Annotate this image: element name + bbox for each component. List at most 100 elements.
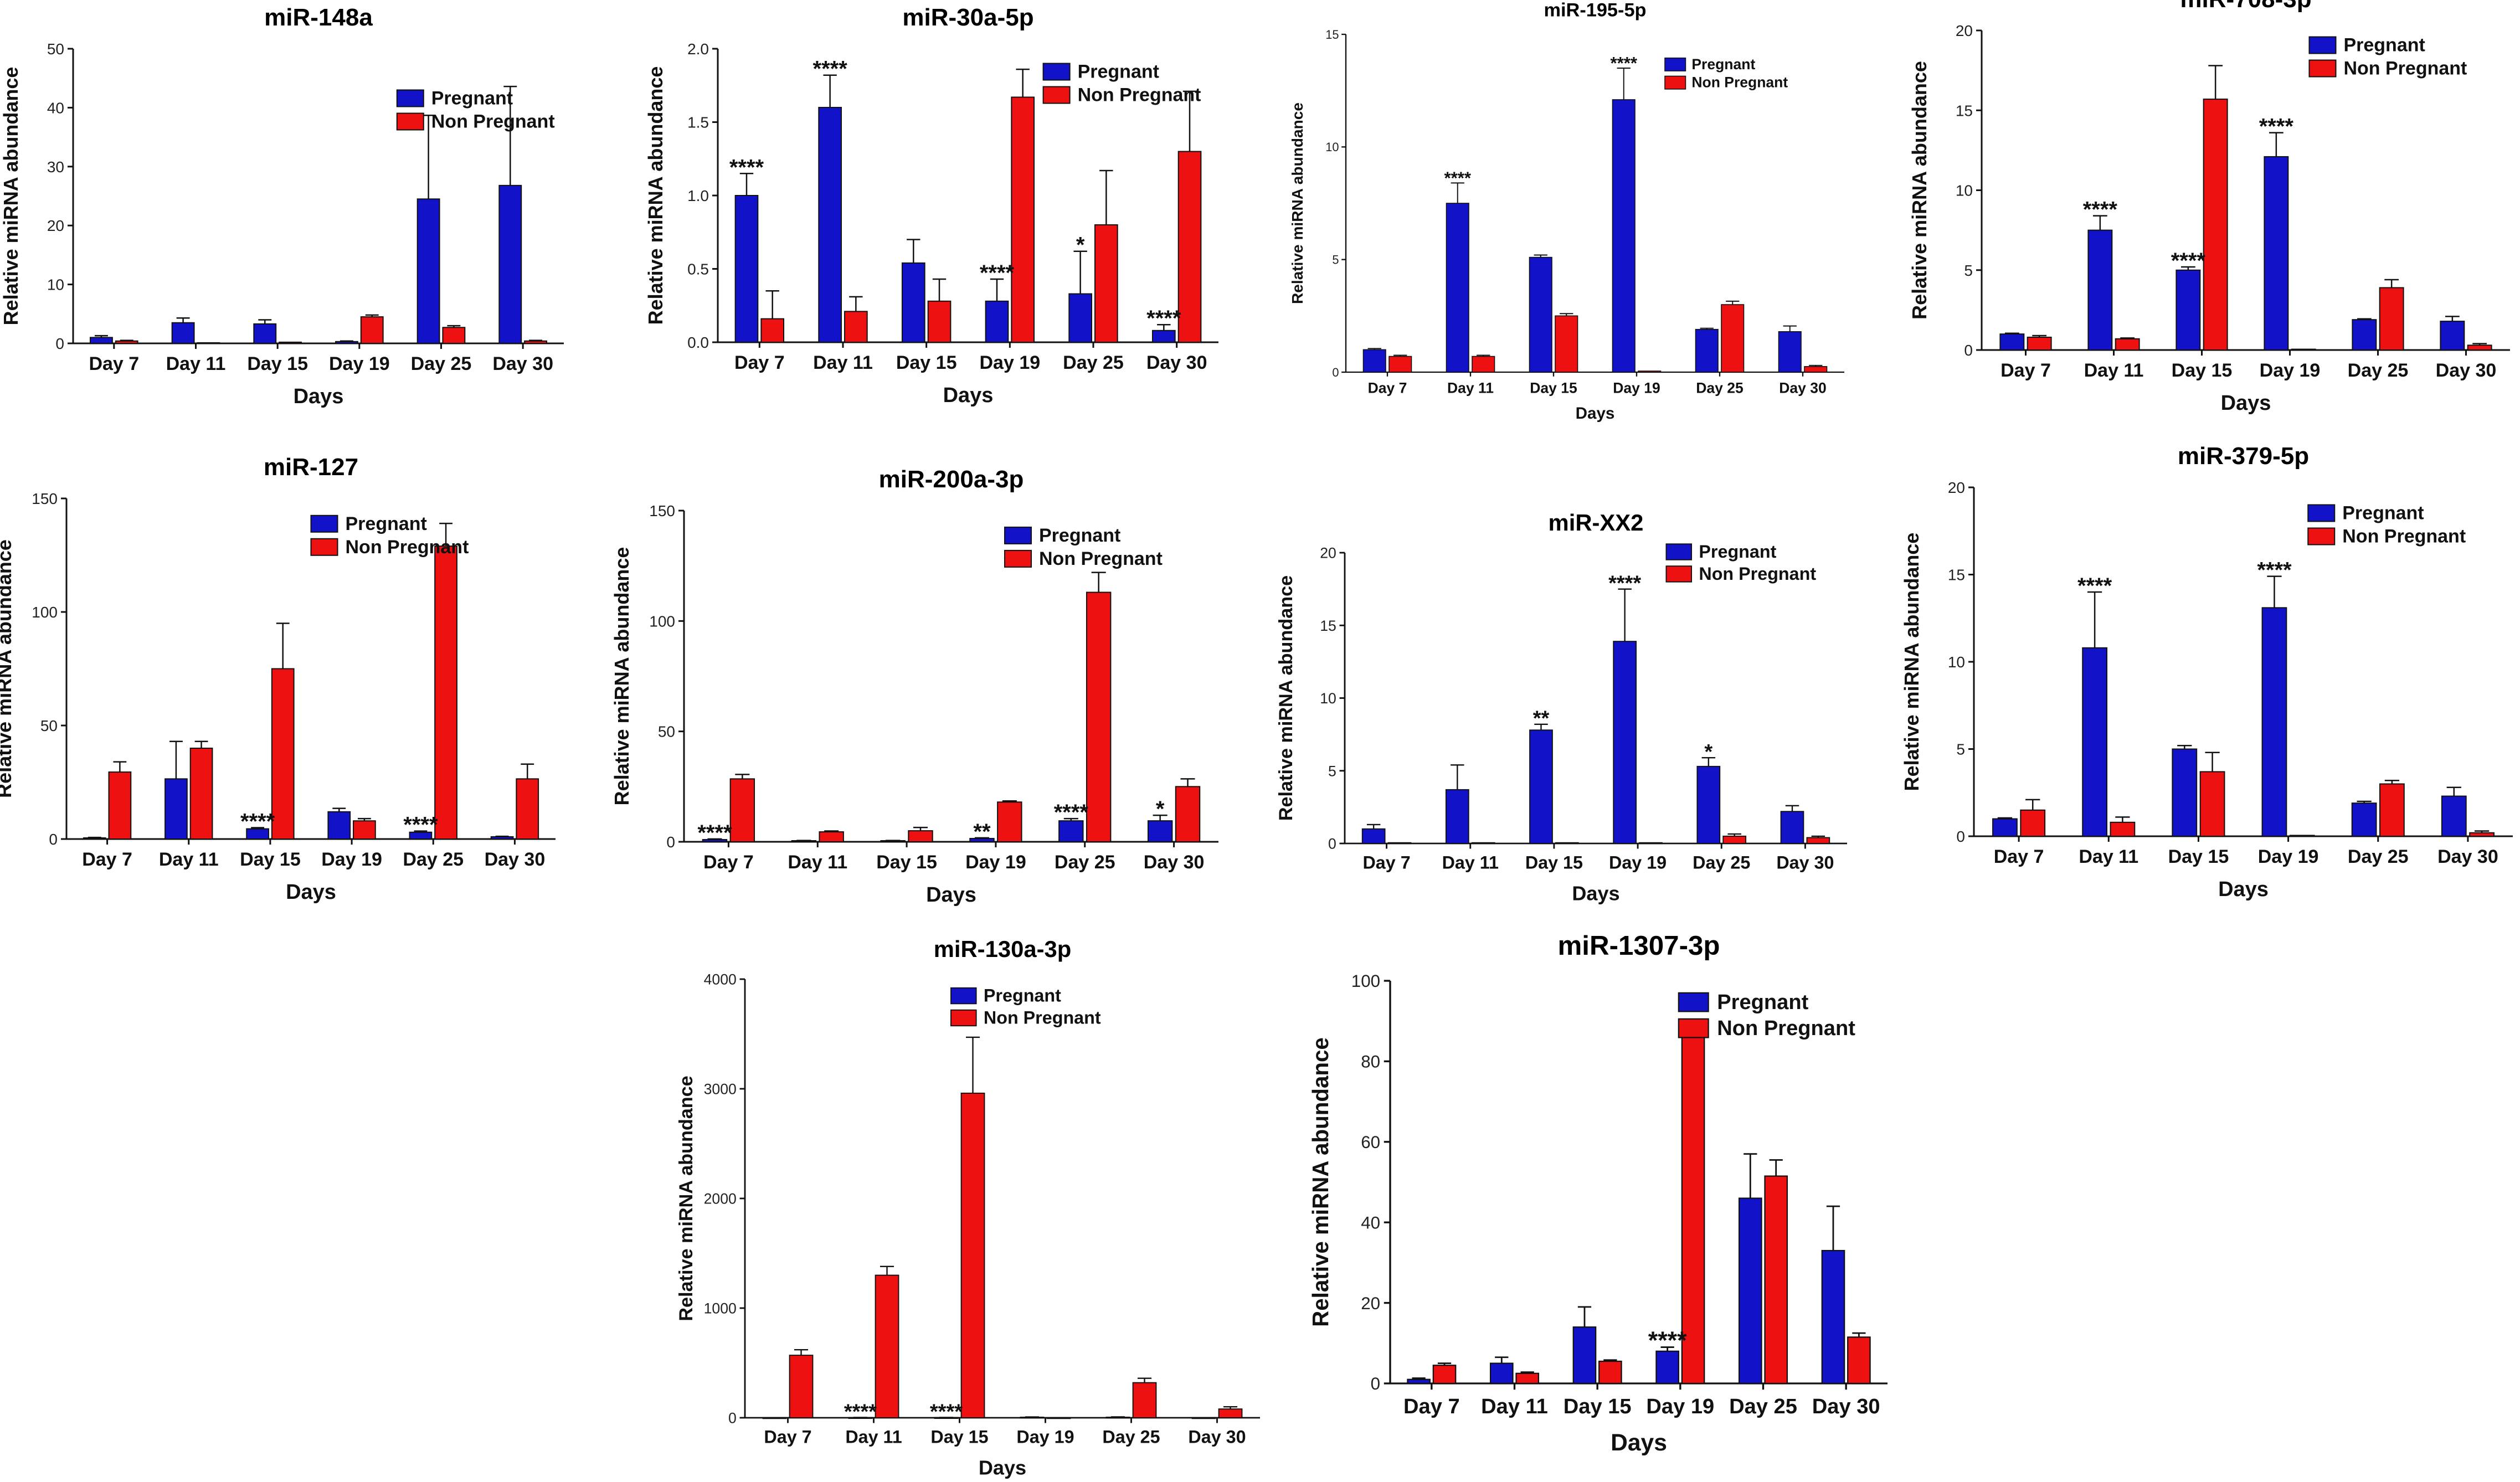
bar-pregnant: [2176, 269, 2201, 351]
bar-non-pregnant: [875, 1274, 899, 1418]
bar-pregnant: [1191, 1417, 1216, 1419]
x-tick-label: Day 30: [1779, 379, 1827, 396]
bar-non-pregnant: [729, 778, 755, 843]
x-tick-label: Day 19: [965, 852, 1026, 873]
bar-non-pregnant: [760, 318, 785, 343]
bar-non-pregnant: [2291, 348, 2316, 351]
x-tick-label: Day 7: [1362, 853, 1410, 873]
chart-title: miR-127: [264, 454, 358, 481]
y-tick-label: 20: [1361, 1294, 1380, 1313]
chart-title: miR-30a-5p: [902, 4, 1033, 31]
significance-marker: **: [1533, 707, 1550, 730]
y-tick-label: 40: [47, 99, 64, 116]
legend-label-non-pregnant: Non Pregnant: [1039, 548, 1163, 569]
bar-non-pregnant: [2020, 809, 2046, 837]
x-axis-label: Days: [979, 1457, 1026, 1479]
significance-marker: ****: [2083, 198, 2118, 222]
bar-non-pregnant: [2110, 821, 2136, 837]
x-tick-label: Day 11: [166, 353, 226, 374]
bar-pregnant: [1068, 293, 1092, 343]
bar-pregnant: [818, 107, 842, 343]
bar-non-pregnant: [1046, 1417, 1071, 1419]
legend-label-pregnant: Pregnant: [2343, 35, 2425, 56]
bar-pregnant: [1992, 818, 2018, 837]
bar-pregnant: [490, 836, 514, 840]
significance-marker: ****: [1648, 1326, 1687, 1354]
x-tick-label: Day 7: [2000, 360, 2051, 381]
y-tick-label: 20: [1948, 479, 1965, 496]
chart-panel: miR-200a-3p 0 50 100 150 Relative miRNA abund…: [610, 466, 1218, 907]
legend-label-pregnant: Pregnant: [1691, 56, 1755, 73]
y-axis-label: Relative miRNA abundance: [0, 67, 22, 326]
legend-swatch-pregnant: [1664, 57, 1686, 71]
y-tick-label: 10: [47, 276, 64, 294]
bar-non-pregnant: [1847, 1336, 1871, 1385]
bar-non-pregnant: [927, 300, 952, 343]
x-axis-label: Days: [1611, 1429, 1667, 1456]
bar-pregnant: [1362, 349, 1386, 373]
bar-pregnant: [2264, 156, 2289, 351]
y-tick-label: 5: [1332, 253, 1339, 266]
bar-pregnant: [2351, 802, 2377, 837]
x-tick-label: Day 19: [329, 353, 390, 374]
x-axis-label: Days: [943, 384, 994, 407]
chart-title: miR-130a-3p: [934, 936, 1072, 962]
x-tick-label: Day 7: [82, 849, 132, 870]
chart-panel: miR-148a 0 10 20 30 40 50 Relative miRNA abunda…: [0, 4, 564, 408]
y-tick-label: 0: [1371, 1374, 1380, 1393]
bar-non-pregnant: [819, 831, 844, 843]
x-tick-label: Day 19: [980, 352, 1041, 373]
y-tick-label: 0.0: [687, 334, 709, 351]
significance-marker: ****: [844, 1400, 877, 1423]
x-tick-label: Day 25: [2348, 846, 2409, 867]
x-axis-label: Days: [2221, 392, 2271, 415]
bar-pregnant: [2082, 647, 2108, 837]
x-axis-label: Days: [294, 385, 344, 408]
bar-pregnant: [1613, 641, 1637, 844]
x-tick-label: Day 25: [1693, 853, 1750, 873]
bar-pregnant: [1738, 1197, 1762, 1385]
legend-label-non-pregnant: Non Pregnant: [346, 537, 469, 558]
bar-pregnant: [164, 778, 188, 840]
y-tick-label: 10: [1320, 690, 1336, 707]
bar-non-pregnant: [1764, 1175, 1788, 1385]
x-tick-label: Day 30: [2437, 846, 2498, 867]
significance-marker: *: [1704, 740, 1712, 764]
bar-non-pregnant: [960, 1092, 985, 1418]
bar-non-pregnant: [1387, 842, 1412, 845]
legend-label-non-pregnant: Non Pregnant: [2342, 526, 2466, 547]
y-axis-label: Relative miRNA abundance: [676, 1076, 697, 1321]
bar-pregnant: [1695, 328, 1719, 373]
x-tick-label: Day 19: [1613, 379, 1660, 396]
x-tick-label: Day 25: [403, 849, 464, 870]
x-tick-label: Day 11: [845, 1427, 902, 1447]
bar-non-pregnant: [1639, 842, 1663, 845]
significance-marker: ****: [729, 155, 764, 179]
legend-swatch-non-pregnant: [396, 112, 424, 131]
y-tick-label: 50: [40, 717, 58, 734]
bar-non-pregnant: [1472, 356, 1495, 373]
bar-non-pregnant: [271, 668, 295, 840]
bar-non-pregnant: [908, 830, 933, 842]
x-tick-label: Day 11: [159, 849, 219, 870]
y-tick-label: 100: [1351, 971, 1380, 991]
legend-swatch-pregnant: [1042, 63, 1071, 81]
bar-non-pregnant: [1388, 356, 1412, 373]
chart-panel: miR-30a-5p 0.0 0.5 1.0 1.5 2.0 Relative miRNA …: [644, 4, 1218, 407]
x-tick-label: Day 15: [930, 1427, 988, 1447]
x-tick-label: Day 19: [2258, 846, 2319, 867]
significance-marker: ****: [813, 57, 848, 81]
y-tick-label: 100: [649, 613, 675, 630]
x-tick-label: Day 30: [1776, 853, 1834, 873]
bar-non-pregnant: [1804, 366, 1828, 373]
bar-non-pregnant: [1471, 842, 1495, 845]
bar-non-pregnant: [115, 340, 138, 344]
y-tick-label: 50: [658, 723, 675, 740]
y-tick-label: 0: [49, 831, 58, 848]
